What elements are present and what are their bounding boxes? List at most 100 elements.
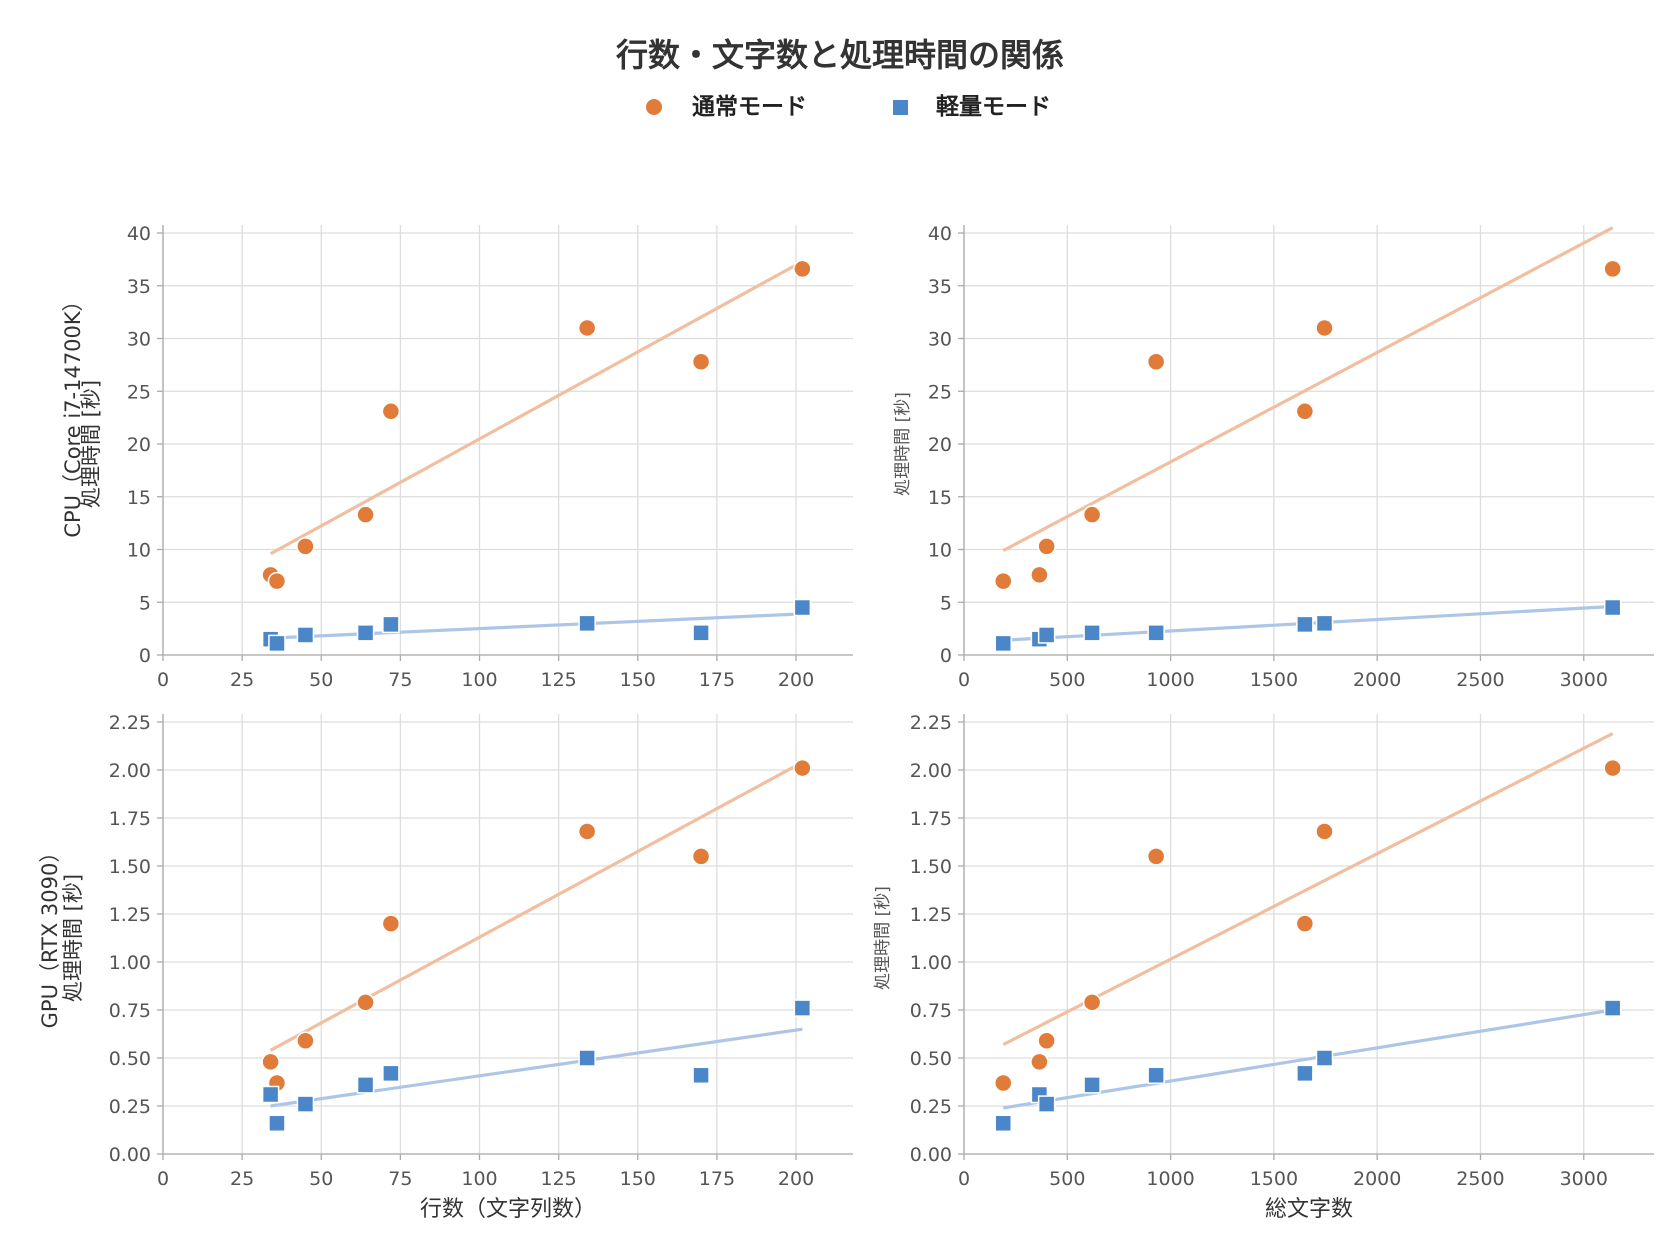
light-data-point <box>296 626 315 644</box>
normal-data-point <box>577 318 597 338</box>
light-data-point <box>1603 999 1622 1017</box>
normal-fit-line <box>269 260 804 556</box>
x-tick-label: 150 <box>620 669 656 691</box>
y-tick-label: 2.00 <box>109 760 151 782</box>
normal-data-point <box>691 352 711 371</box>
light-data-point <box>268 634 286 653</box>
y-tick-label: 0.00 <box>910 1144 952 1166</box>
y-axis-label: 処理時間 [秒] <box>79 380 103 508</box>
y-tick-label: 0.25 <box>109 1096 151 1118</box>
normal-data-point <box>1030 1052 1049 1072</box>
x-tick-label: 25 <box>230 669 254 691</box>
y-tick-label: 1.00 <box>910 952 952 974</box>
x-tick-label: 175 <box>699 669 735 691</box>
x-tick-label: 100 <box>461 669 497 691</box>
light-fit-line <box>1002 1008 1613 1110</box>
x-tick-label: 150 <box>620 1168 656 1190</box>
x-tick-label: 2500 <box>1456 669 1504 691</box>
x-tick-label: 75 <box>388 669 412 691</box>
normal-data-point <box>296 1031 315 1050</box>
light-data-point <box>261 1085 280 1104</box>
normal-data-point <box>1082 993 1102 1012</box>
x-tick-label: 175 <box>699 1168 735 1190</box>
y-tick-label: 1.50 <box>910 856 952 878</box>
x-tick-label: 2000 <box>1353 669 1401 691</box>
y-tick-label: 5 <box>139 592 151 614</box>
light-data-point <box>1083 624 1101 642</box>
row-label-cpu-text: CPU（Core i7-14700K） <box>61 290 85 537</box>
light-data-point <box>1603 598 1622 617</box>
normal-data-point <box>1146 847 1166 866</box>
y-tick-label: 40 <box>928 223 952 245</box>
light-data-point <box>382 615 400 634</box>
y-tick-label: 35 <box>127 276 151 298</box>
figure-title: 行数・文字数と処理時間の関係 <box>616 36 1064 74</box>
y-tick-label: 1.25 <box>910 904 952 926</box>
x-tick-label: 2500 <box>1456 1168 1504 1190</box>
x-tick-label: 0 <box>958 1168 970 1190</box>
y-tick-label: 35 <box>928 276 952 298</box>
y-tick-label: 0.25 <box>910 1096 952 1118</box>
light-data-point <box>793 999 812 1017</box>
light-data-point <box>1147 624 1165 642</box>
x-axis-label: 行数（文字列数） <box>420 1197 596 1222</box>
panel-gpu-chars: 0 500 1000 1500 2000 2500 3000 0.00 0.25 0.50 0.75… <box>873 712 1654 1222</box>
normal-fit-line <box>1002 732 1614 1046</box>
y-axis-label: 処理時間 [秒] <box>873 886 893 990</box>
y-tick-label: 15 <box>127 487 151 509</box>
light-data-point <box>382 1064 400 1083</box>
light-data-point <box>1037 1095 1056 1113</box>
y-tick-label: 20 <box>928 434 952 456</box>
x-tick-label: 100 <box>461 1168 497 1190</box>
x-tick-label: 50 <box>309 669 333 691</box>
legend-normal-marker <box>646 99 662 115</box>
x-tick-label: 25 <box>230 1168 254 1190</box>
normal-data-point <box>267 571 287 591</box>
normal-data-point <box>261 1052 280 1072</box>
y-tick-label: 1.75 <box>910 808 952 830</box>
light-data-point <box>1315 614 1334 633</box>
light-data-point <box>1315 1049 1334 1067</box>
light-data-point <box>692 1066 710 1085</box>
legend: 通常モード 軽量モード <box>646 94 1051 120</box>
normal-data-point <box>793 259 812 279</box>
panel-cpu-chars: 0 500 1000 1500 2000 2500 3000 0 5 10 15 20 25 30 35 40… <box>893 223 1654 691</box>
normal-data-point <box>1037 1031 1056 1050</box>
x-tick-label: 125 <box>541 1168 577 1190</box>
row-label-gpu: GPU（RTX 3090） <box>38 842 62 1029</box>
x-tick-label: 200 <box>778 1168 814 1190</box>
y-tick-label: 0.50 <box>910 1048 952 1070</box>
light-data-point <box>1147 1066 1165 1085</box>
y-tick-label: 15 <box>928 487 952 509</box>
y-tick-label: 20 <box>127 434 151 456</box>
x-tick-label: 500 <box>1049 1168 1085 1190</box>
light-data-point <box>578 1049 596 1067</box>
normal-data-point <box>1603 259 1622 279</box>
normal-data-point <box>381 402 401 421</box>
legend-normal-label: 通常モード <box>692 94 807 120</box>
normal-data-point <box>356 993 375 1012</box>
x-tick-label: 0 <box>958 669 970 691</box>
normal-data-point <box>381 914 401 933</box>
normal-data-point <box>1315 318 1334 338</box>
x-tick-label: 3000 <box>1560 669 1608 691</box>
normal-fit-line <box>1002 226 1614 552</box>
x-tick-label: 2000 <box>1353 1168 1401 1190</box>
light-data-point <box>793 598 812 617</box>
y-tick-label: 10 <box>127 540 151 562</box>
x-tick-label: 500 <box>1049 669 1085 691</box>
light-data-point <box>356 624 375 642</box>
y-axis-label: 処理時間 [秒] <box>61 874 85 1002</box>
normal-data-point <box>1295 402 1315 421</box>
x-tick-label: 1500 <box>1250 669 1298 691</box>
normal-data-point <box>296 537 315 556</box>
y-axis-label: 処理時間 [秒] <box>893 392 913 496</box>
normal-data-point <box>1603 758 1622 778</box>
normal-data-point <box>1030 565 1049 585</box>
light-fit-line <box>270 1027 803 1108</box>
x-tick-label: 75 <box>388 1168 412 1190</box>
light-data-point <box>1037 626 1056 644</box>
y-tick-label: 5 <box>940 592 952 614</box>
x-tick-label: 125 <box>541 669 577 691</box>
